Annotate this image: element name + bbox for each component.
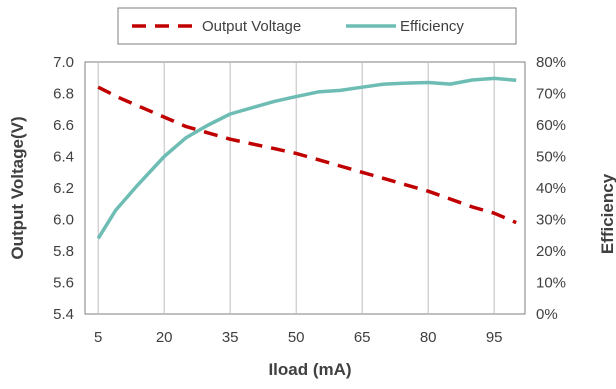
x-tick-label: 5	[94, 329, 102, 346]
x-tick-label: 95	[486, 329, 503, 346]
y-left-axis-title: Output Voltage(V)	[8, 116, 27, 259]
y-right-axis-ticks: 80% 70% 60% 50% 40% 30% 20% 10% 0%	[536, 54, 566, 323]
series-line-output-voltage	[97, 85, 517, 225]
series-layer	[96, 76, 517, 240]
gridlines	[97, 62, 495, 314]
y-right-tick-label: 80%	[536, 54, 566, 71]
x-axis-ticks: 5 20 35 50 65 80 95	[94, 329, 503, 346]
series-line-efficiency	[96, 76, 517, 240]
y-right-tick-label: 10%	[536, 275, 566, 292]
y-left-tick-label: 5.6	[53, 275, 74, 292]
x-tick-label: 50	[288, 329, 305, 346]
y-left-tick-label: 6.4	[53, 149, 74, 166]
y-right-tick-label: 20%	[536, 243, 566, 260]
x-axis-title: Iload (mA)	[268, 360, 351, 379]
y-left-tick-label: 6.6	[53, 117, 74, 134]
x-tick-label: 35	[222, 329, 239, 346]
y-right-tick-label: 30%	[536, 212, 566, 229]
y-right-axis-title: Efficiency	[598, 173, 616, 254]
y-left-tick-label: 6.2	[53, 180, 74, 197]
x-tick-label: 80	[420, 329, 437, 346]
y-right-tick-label: 50%	[536, 149, 566, 166]
y-right-tick-label: 0%	[536, 306, 558, 323]
y-left-tick-label: 5.8	[53, 243, 74, 260]
legend: Output Voltage Efficiency	[132, 18, 464, 35]
y-left-tick-label: 6.0	[53, 212, 74, 229]
y-left-tick-label: 5.4	[53, 306, 74, 323]
y-left-tick-label: 7.0	[53, 54, 74, 71]
legend-label: Efficiency	[400, 18, 464, 35]
y-right-tick-label: 40%	[536, 180, 566, 197]
y-right-tick-label: 70%	[536, 86, 566, 103]
y-left-axis-ticks: 7.0 6.8 6.6 6.4 6.2 6.0 5.8 5.6 5.4	[53, 54, 74, 323]
y-left-tick-label: 6.8	[53, 86, 74, 103]
plot-area	[84, 61, 526, 315]
x-tick-label: 65	[354, 329, 371, 346]
y-right-tick-label: 60%	[536, 117, 566, 134]
x-tick-label: 20	[156, 329, 173, 346]
legend-label: Output Voltage	[202, 18, 301, 35]
